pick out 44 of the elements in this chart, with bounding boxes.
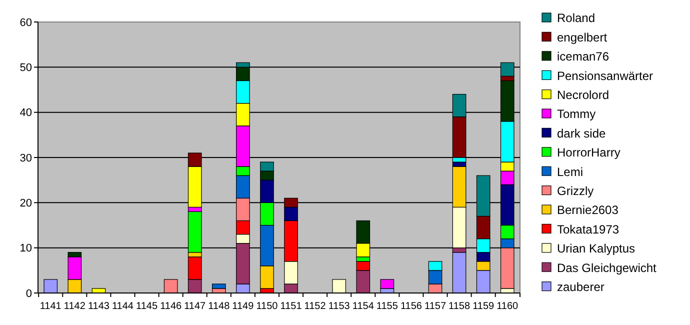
x-tick-label: 1155 [376,301,398,312]
x-tick-label: 1157 [424,301,446,312]
x-tick-label: 1147 [184,301,206,312]
bar [380,279,394,289]
x-tick-label: 1149 [232,301,254,312]
x-tick-label: 1158 [448,301,470,312]
x-tick-label: 1160 [496,301,519,312]
x-tick-label: 1148 [208,301,230,312]
x-tick-label: 1146 [160,301,182,312]
x-tick-label: 1143 [88,301,110,312]
y-tick-label: 20 [20,198,32,210]
x-tick-label: 1156 [400,301,422,312]
y-tick-label: 50 [20,62,32,74]
x-tick-label: 1144 [112,301,134,312]
legend-label: engelbert [557,30,608,44]
y-tick-label: 60 [20,16,32,29]
legend-label: Tokata1973 [557,222,620,236]
legend-label: Urian Kalyptus [557,242,636,256]
x-tick-label: 1142 [64,301,86,312]
legend-label: Grizzly [557,184,594,198]
legend-label: Das Gleichgewicht [557,260,658,275]
bar [212,284,226,289]
legend-label: HorrorHarry [557,146,620,160]
y-tick-label: 40 [20,107,32,120]
x-tick-label: 1159 [472,301,495,312]
x-tick-label: 1145 [136,301,158,312]
x-tick-label: 1153 [328,301,350,312]
x-tick-label: 1151 [280,301,302,312]
legend-label: iceman76 [557,50,610,64]
legend-label: Tommy [557,107,596,122]
legend-label: Roland [557,11,596,26]
legend-label: Bernie2603 [557,203,619,218]
x-tick-label: 1154 [352,301,374,312]
y-tick-label: 0 [26,288,32,300]
legend-label: Lemi [557,164,584,179]
x-tick-label: 1152 [304,301,326,312]
x-tick-label: 1141 [40,301,62,312]
y-tick-label: 30 [20,152,32,164]
y-tick-label: 10 [20,242,32,255]
legend-label: dark side [557,126,606,140]
legend-label: Pensionsanwärter [557,68,654,83]
x-tick-label: 1150 [256,301,278,312]
legend-label: Necrolord [557,88,610,102]
legend-label: zauberer [557,280,604,294]
